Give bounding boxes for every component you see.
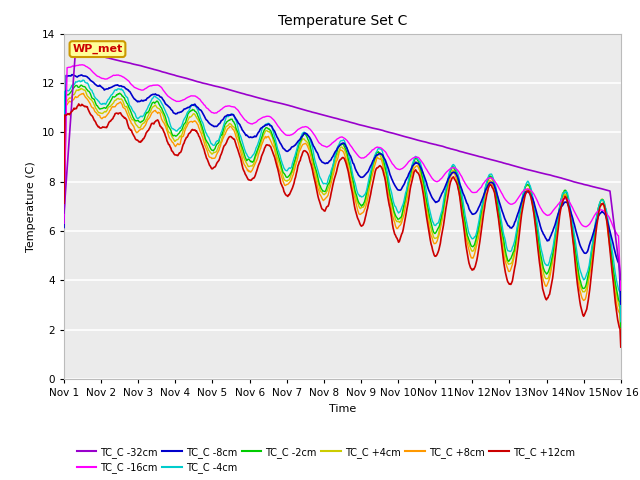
TC_C -2cm [411,156,419,162]
TC_C -16cm [185,94,193,100]
Line: TC_C +12cm: TC_C +12cm [64,104,621,347]
TC_C -32cm [72,46,79,51]
TC_C +8cm [70,96,78,102]
TC_C +8cm [79,90,87,96]
TC_C -4cm [411,154,419,160]
TC_C -4cm [428,213,435,219]
TC_C +4cm [60,190,68,196]
TC_C +4cm [214,144,222,150]
TC_C -2cm [185,110,193,116]
TC_C -32cm [617,276,625,282]
TC_C -16cm [79,62,86,68]
TC_C -32cm [70,68,78,73]
TC_C -16cm [128,82,136,88]
TC_C +8cm [411,165,419,170]
TC_C -32cm [214,84,222,90]
Line: TC_C -32cm: TC_C -32cm [64,48,621,279]
TC_C +12cm [185,131,193,137]
TC_C +12cm [617,344,625,350]
TC_C +8cm [185,120,193,126]
TC_C -32cm [60,210,68,216]
TC_C -2cm [128,112,136,118]
TC_C -32cm [185,76,193,82]
TC_C -16cm [214,108,222,114]
TC_C -4cm [128,107,136,112]
Y-axis label: Temperature (C): Temperature (C) [26,161,36,252]
TC_C +12cm [128,130,136,135]
TC_C -2cm [617,324,625,330]
TC_C +8cm [214,149,222,155]
Line: TC_C -4cm: TC_C -4cm [64,80,621,322]
TC_C +4cm [428,226,435,231]
TC_C +12cm [428,241,435,247]
TC_C +12cm [214,158,222,164]
TC_C -4cm [79,77,87,83]
Line: TC_C +8cm: TC_C +8cm [64,93,621,336]
TC_C +12cm [70,105,78,111]
TC_C +12cm [75,101,83,107]
TC_C +8cm [128,121,136,127]
TC_C -8cm [128,93,136,98]
TC_C +4cm [617,329,625,335]
TC_C -2cm [77,82,85,88]
TC_C -8cm [617,301,625,307]
X-axis label: Time: Time [329,404,356,414]
Legend: TC_C -32cm, TC_C -16cm, TC_C -8cm, TC_C -4cm, TC_C -2cm, TC_C +4cm, TC_C +8cm, T: TC_C -32cm, TC_C -16cm, TC_C -8cm, TC_C … [73,443,579,477]
TC_C -4cm [70,82,78,88]
TC_C +8cm [428,233,435,239]
TC_C +12cm [60,200,68,206]
TC_C -16cm [617,288,625,293]
TC_C -4cm [617,319,625,324]
TC_C -16cm [60,220,68,226]
TC_C +4cm [77,85,85,91]
TC_C +8cm [617,333,625,339]
TC_C +4cm [185,116,193,121]
Title: Temperature Set C: Temperature Set C [278,14,407,28]
Line: TC_C -8cm: TC_C -8cm [64,75,621,304]
TC_C -8cm [411,161,419,167]
TC_C +4cm [411,160,419,166]
TC_C -8cm [185,105,193,110]
TC_C -32cm [128,61,136,67]
TC_C +12cm [411,168,419,174]
TC_C +4cm [128,117,136,123]
TC_C +4cm [70,92,78,97]
TC_C -2cm [214,141,222,146]
Line: TC_C -16cm: TC_C -16cm [64,65,621,290]
Line: TC_C -2cm: TC_C -2cm [64,85,621,327]
TC_C -16cm [70,63,78,69]
TC_C -8cm [68,72,76,78]
TC_C -32cm [411,136,419,142]
TC_C -4cm [185,108,193,114]
TC_C -8cm [71,73,79,79]
TC_C -16cm [411,155,419,160]
TC_C -16cm [428,174,435,180]
TC_C -2cm [60,189,68,194]
TC_C -32cm [428,141,435,146]
TC_C -2cm [428,220,435,226]
TC_C -8cm [214,122,222,128]
Text: WP_met: WP_met [72,44,123,54]
TC_C -2cm [70,84,78,90]
TC_C -4cm [214,138,222,144]
TC_C -4cm [60,185,68,191]
TC_C -8cm [428,192,435,198]
TC_C +8cm [60,192,68,198]
TC_C -8cm [60,225,68,230]
Line: TC_C +4cm: TC_C +4cm [64,88,621,332]
